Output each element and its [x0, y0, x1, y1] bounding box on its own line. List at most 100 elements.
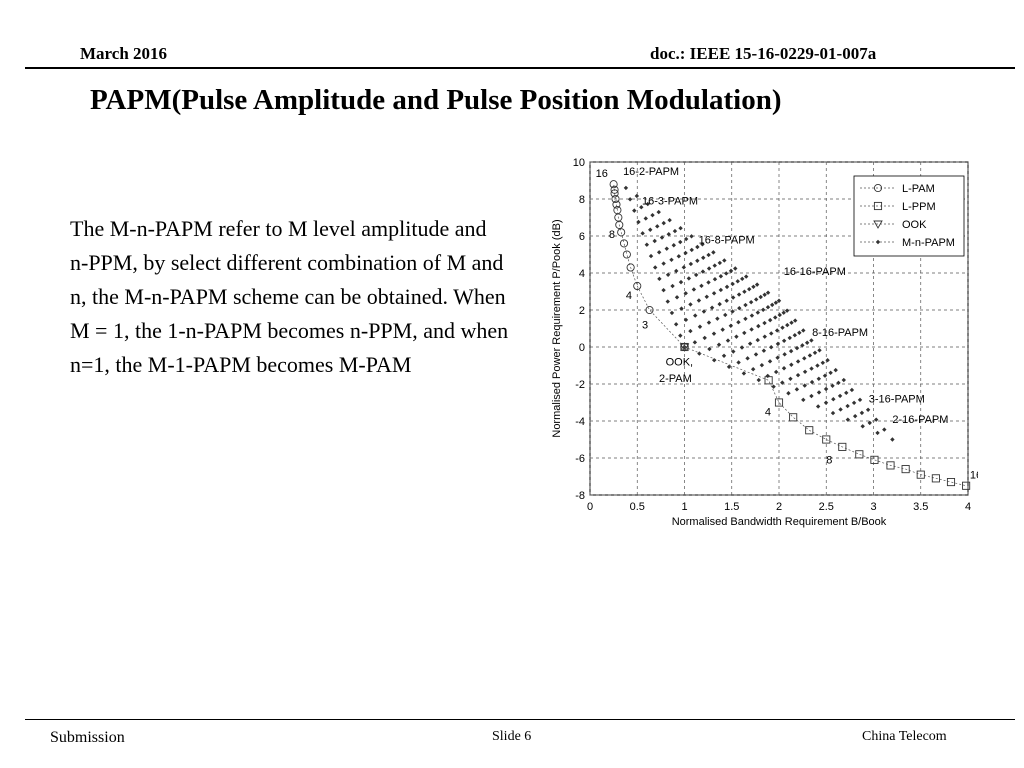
legend-label: L-PAM [902, 183, 935, 195]
papm-point [770, 302, 775, 308]
data-point [764, 376, 773, 385]
data-point [645, 305, 654, 315]
data-point [886, 461, 895, 470]
chart-annotation: 3 [642, 320, 648, 332]
x-tick-label: 0.5 [630, 501, 645, 513]
axis-ticks: 0 0.5 1 1.5 2 2.5 3 3.5 4 10 8 6 4 2 0 -2 -4 -6 -8 [573, 157, 971, 513]
chart-annotation: 16 [596, 168, 608, 180]
papm-point [780, 325, 785, 330]
data-point [789, 413, 798, 422]
footer-slide-number: Slide 6 [492, 729, 532, 744]
chart-annotation: 3-16-PAPM [869, 394, 925, 406]
data-point [611, 194, 620, 204]
data-point [855, 450, 864, 459]
chart-annotation: 2-PAM [659, 373, 692, 385]
papm-point [693, 272, 699, 278]
papm-point [823, 400, 829, 405]
slide-title: PAPM(Pulse Amplitude and Pulse Position … [90, 84, 782, 116]
papm-point [781, 310, 786, 315]
data-point [610, 189, 619, 198]
data-point [822, 435, 831, 444]
y-tick-label: -6 [575, 453, 585, 465]
papm-point [815, 363, 820, 368]
papm-point [852, 413, 858, 419]
papm-point [656, 250, 662, 255]
papm-point [823, 386, 829, 392]
legend-marker [873, 220, 883, 229]
papm-point [776, 298, 782, 303]
legend-box [853, 175, 965, 257]
data-point [619, 239, 629, 248]
data-point [609, 180, 618, 189]
x-tick-label: 1.5 [724, 501, 739, 513]
papm-point [648, 253, 654, 259]
papm-point [780, 380, 785, 385]
plot-grid [589, 161, 969, 496]
chart-annotation: 16-3-PAPM [642, 196, 698, 208]
papm-point [890, 437, 895, 442]
data-point [679, 343, 690, 352]
data-point [916, 470, 925, 479]
data-point [870, 455, 879, 464]
papm-point [712, 263, 717, 268]
x-tick-label: 1 [681, 501, 687, 513]
chart-annotation: 16-2-PAPM [623, 166, 679, 178]
legend-label: OOK [902, 219, 927, 231]
papm-point [756, 377, 761, 383]
papm-point [697, 324, 703, 329]
legend-label: M-n-PAPM [902, 237, 955, 249]
papm-point [844, 390, 849, 396]
papm-point [831, 397, 836, 402]
x-tick-label: 3.5 [913, 501, 928, 513]
header-doc-id: doc.: IEEE 15-16-0229-01-007a [650, 44, 877, 63]
papm-point [785, 322, 790, 328]
papm-point [830, 410, 836, 416]
papm-point [712, 277, 718, 282]
papm-chart: 0 0.5 1 1.5 2 2.5 3 3.5 4 10 8 6 4 2 0 -2 -4 -6 -8 16-2-PA… [551, 157, 978, 528]
papm-point [845, 417, 851, 422]
x-tick-label: 4 [965, 501, 971, 513]
legend-marker [873, 183, 883, 193]
papm-point [741, 371, 747, 376]
series-ook [679, 343, 690, 352]
papm-point [691, 287, 697, 292]
papm-point [733, 266, 738, 271]
series-line [613, 184, 685, 348]
header-divider [25, 67, 1015, 69]
chart-annotation: 16-16-PAPM [784, 266, 846, 278]
papm-point [761, 348, 767, 353]
papm-point [673, 322, 679, 327]
papm-point [867, 420, 872, 426]
papm-point [754, 282, 760, 287]
header-date: March 2016 [80, 44, 168, 63]
papm-point [643, 216, 648, 221]
papm-point [836, 380, 841, 386]
chart-annotation: 2-16-PAPM [892, 414, 948, 426]
y-tick-label: 2 [579, 305, 585, 317]
papm-point [670, 283, 675, 289]
legend-label: L-PPM [902, 201, 936, 213]
papm-point [739, 345, 745, 350]
papm-point [674, 268, 679, 274]
papm-point [683, 236, 689, 242]
y-tick-label: 0 [579, 342, 585, 354]
papm-point [669, 257, 674, 263]
papm-point [678, 279, 684, 285]
papm-point [859, 410, 865, 416]
x-axis-label: Normalised Bandwidth Requirement B/Book [672, 516, 887, 528]
data-point [633, 281, 642, 290]
body-paragraph: The M-n-PAPM refer to M level amplitude … [70, 216, 509, 377]
papm-point [743, 316, 748, 321]
papm-point [717, 260, 723, 266]
data-point [622, 250, 631, 259]
papm-point [809, 393, 814, 399]
footer-submission: Submission [50, 729, 125, 746]
papm-point [815, 404, 821, 409]
chart-legend: L-PAM L-PPM OOK M-n-PAPM [853, 175, 965, 257]
papm-point [797, 330, 802, 335]
chart-annotation: 16 [970, 469, 978, 481]
papm-point [825, 358, 830, 363]
y-tick-label: 6 [579, 231, 585, 243]
series-l-ppm [680, 342, 971, 490]
papm-point [817, 348, 822, 353]
